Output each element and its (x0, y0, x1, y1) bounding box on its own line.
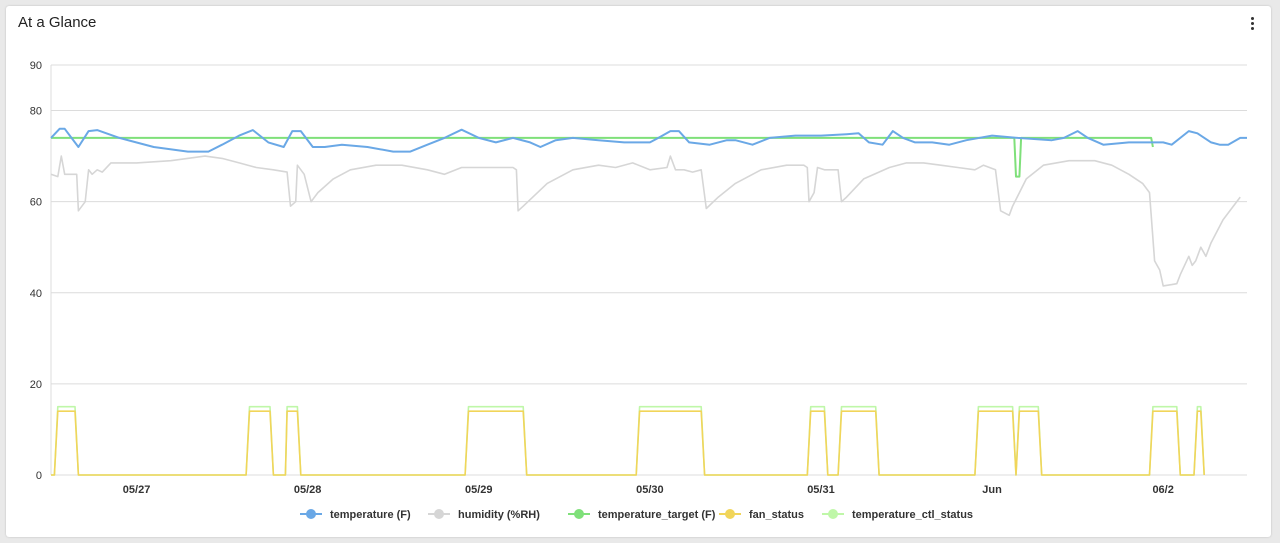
y-tick-label: 0 (36, 470, 42, 482)
x-tick-label: 05/28 (294, 484, 322, 496)
x-tick-label: 05/27 (123, 484, 151, 496)
x-tick-label: 06/2 (1152, 484, 1173, 496)
y-tick-label: 20 (30, 379, 42, 391)
series-temperature-ctl-status (51, 405, 1205, 476)
series-temperature (50, 127, 1247, 153)
legend-label-temperature-ctl-status: temperature_ctl_status (852, 509, 973, 521)
y-tick-label: 60 (30, 197, 42, 209)
x-tick-label: 05/29 (465, 484, 493, 496)
legend-marker-temperature-target (574, 509, 584, 519)
x-tick-label: Jun (982, 484, 1002, 496)
legend-marker-fan-status (725, 509, 735, 519)
x-tick-label: 05/31 (807, 484, 835, 496)
legend-label-temperature: temperature (F) (330, 509, 411, 521)
legend-marker-temperature-ctl-status (828, 509, 838, 519)
at-a-glance-card: At a Glance (6, 6, 1271, 537)
legend-label-fan-status: fan_status (749, 509, 804, 521)
legend-label-temperature-target: temperature_target (F) (598, 509, 716, 521)
y-tick-label: 80 (30, 106, 42, 118)
legend-marker-humidity (434, 509, 444, 519)
y-tick-label: 40 (30, 288, 42, 300)
x-tick-label: 05/30 (636, 484, 664, 496)
legend-marker-temperature (306, 509, 316, 519)
more-vert-icon[interactable] (1247, 14, 1257, 32)
y-tick-label: 90 (30, 60, 42, 72)
series-fan-status (51, 410, 1205, 476)
legend-label-humidity: humidity (%RH) (458, 509, 540, 521)
card-title: At a Glance (18, 14, 97, 31)
series-humidity (50, 155, 1241, 287)
